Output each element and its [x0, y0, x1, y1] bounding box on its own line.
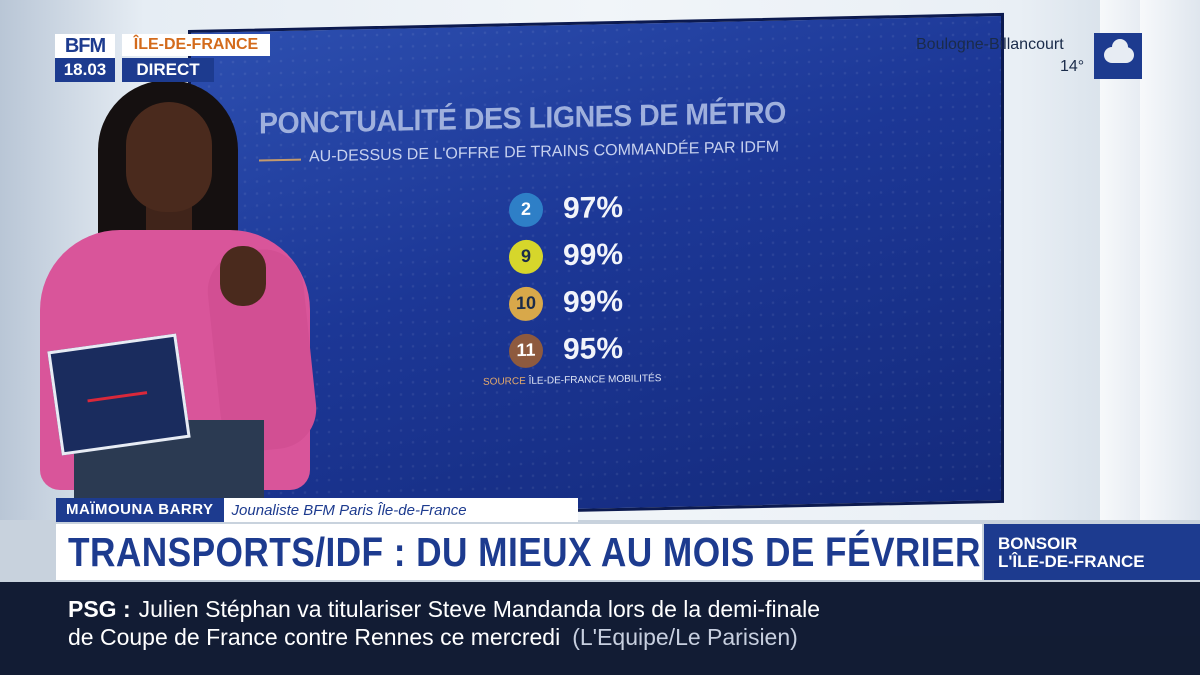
weather-city: Boulogne-Billancourt — [916, 36, 1064, 53]
name-strap: MAÏMOUNA BARRY Jounaliste BFM Paris Île-… — [56, 498, 578, 522]
metro-line-badge: 11 — [509, 333, 543, 368]
bfm-logo-text: BFM — [55, 34, 115, 58]
ticker-tag: PSG : — [68, 596, 131, 622]
show-name-line2: L'ÎLE-DE-FRANCE — [998, 552, 1145, 571]
metro-line-punctuality: 97% — [563, 190, 624, 225]
presenter-face — [126, 102, 212, 212]
metro-lines-list: 2 97% 9 99% 10 99% 11 95% — [509, 184, 623, 374]
source-label: SOURCE — [483, 375, 526, 388]
journalist-role: Jounaliste BFM Paris Île-de-France — [231, 501, 467, 519]
metro-line-row: 2 97% — [509, 184, 623, 233]
metro-line-punctuality: 99% — [563, 237, 624, 272]
metro-line-row: 10 99% — [509, 278, 623, 327]
channel-name: ÎLE-DE-FRANCE — [122, 34, 270, 56]
metro-line-row: 9 99% — [509, 231, 623, 280]
presenter-hand — [220, 246, 266, 306]
ticker-text1: Julien Stéphan va titulariser Steve Mand… — [138, 596, 821, 622]
metro-line-row: 11 95% — [509, 325, 623, 374]
studio-pillar — [1140, 0, 1200, 520]
weather-temperature: 14° — [1060, 58, 1085, 75]
ticker-source: (L'Equipe/Le Parisien) — [572, 624, 798, 650]
ticker-text2: de Coupe de France contre Rennes ce merc… — [68, 624, 561, 650]
presenter-tablet — [47, 333, 191, 456]
headline-text: TRANSPORTS/IDF : DU MIEUX AU MOIS DE FÉV… — [68, 529, 981, 575]
journalist-name: MAÏMOUNA BARRY — [56, 498, 224, 522]
metro-line-badge: 9 — [509, 239, 543, 274]
cloud-shape — [1104, 39, 1134, 63]
live-badge: DIRECT — [122, 58, 214, 82]
ticker-line2: de Coupe de France contre Rennes ce merc… — [68, 624, 798, 651]
bfm-logo: BFM 18.03 — [55, 34, 115, 82]
metro-line-badge: 2 — [509, 192, 543, 227]
metro-line-badge: 10 — [509, 286, 543, 321]
news-ticker: PSG : Julien Stéphan va titulariser Steve… — [0, 582, 1200, 675]
cloud-icon — [1094, 33, 1142, 79]
headline-banner: TRANSPORTS/IDF : DU MIEUX AU MOIS DE FÉV… — [56, 524, 982, 580]
metro-line-punctuality: 95% — [563, 331, 624, 366]
ticker-line1: PSG : Julien Stéphan va titulariser Steve… — [68, 596, 820, 623]
metro-line-punctuality: 99% — [563, 284, 624, 319]
broadcast-time: 18.03 — [55, 58, 115, 82]
tablet-mark — [87, 391, 148, 403]
presenter — [14, 80, 334, 520]
show-badge: BONSOIR L'ÎLE-DE-FRANCE — [984, 524, 1200, 580]
show-name-line1: BONSOIR — [998, 534, 1078, 553]
